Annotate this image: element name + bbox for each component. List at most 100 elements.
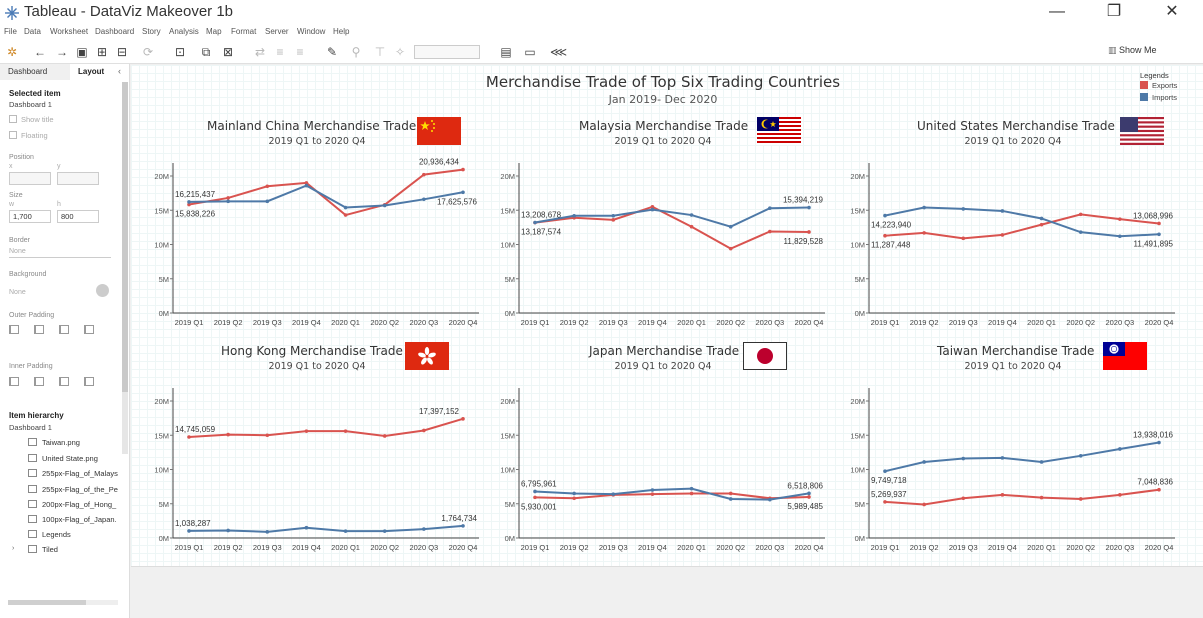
chart-panel-china[interactable]: Mainland China Merchandise Trade 2019 Q1…: [147, 117, 487, 337]
outer-padding-controls[interactable]: [9, 325, 111, 345]
data-point-exports[interactable]: [572, 496, 576, 501]
line-chart-united-states[interactable]: 0M 5M 10M 15M 20M 2019 Q1 2019 Q2 2019 Q3 2019 Q…: [843, 155, 1183, 337]
data-point-imports[interactable]: [650, 488, 655, 492]
data-point-imports[interactable]: [689, 486, 694, 491]
data-point-imports[interactable]: [533, 220, 537, 225]
data-point-imports[interactable]: [689, 213, 694, 217]
tab-layout[interactable]: Layout: [70, 64, 120, 80]
data-point-imports[interactable]: [226, 528, 230, 533]
undo-icon[interactable]: ←: [34, 45, 46, 59]
swap-icon[interactable]: ⇄: [254, 45, 266, 59]
series-line-imports[interactable]: [188, 524, 464, 533]
data-point-exports[interactable]: [226, 196, 230, 200]
data-point-exports[interactable]: [304, 429, 309, 433]
hierarchy-item[interactable]: United State.png: [42, 454, 98, 463]
data-point-exports[interactable]: [461, 167, 465, 172]
line-chart-japan[interactable]: 0M 5M 10M 15M 20M 2019 Q1 2019 Q2 2019 Q3 2019 Q…: [493, 380, 833, 562]
save-icon[interactable]: ▣: [76, 45, 88, 59]
data-point-imports[interactable]: [883, 469, 887, 474]
series-line-imports[interactable]: [884, 206, 1160, 238]
y-position-field[interactable]: [57, 172, 99, 185]
data-point-exports[interactable]: [1078, 497, 1083, 501]
series-line-exports[interactable]: [534, 492, 810, 500]
data-point-exports[interactable]: [728, 246, 733, 251]
data-point-imports[interactable]: [1157, 232, 1161, 237]
data-point-imports[interactable]: [1078, 230, 1083, 234]
data-point-exports[interactable]: [422, 172, 426, 177]
pad-right-icon[interactable]: [59, 325, 69, 334]
hierarchy-item[interactable]: Taiwan.png: [42, 438, 80, 447]
hierarchy-item[interactable]: Tiled: [42, 545, 58, 554]
pad-left-icon[interactable]: [9, 377, 19, 386]
data-point-imports[interactable]: [807, 491, 811, 496]
data-point-exports[interactable]: [1118, 493, 1122, 497]
data-point-imports[interactable]: [187, 200, 191, 204]
data-point-imports[interactable]: [187, 529, 191, 533]
sidebar-scrollbar[interactable]: [122, 82, 128, 454]
pause-updates-icon[interactable]: ⊟: [116, 45, 128, 59]
pad-bottom-icon[interactable]: [84, 377, 94, 386]
data-point-imports[interactable]: [1118, 234, 1122, 239]
data-point-exports[interactable]: [689, 224, 694, 229]
data-point-exports[interactable]: [1000, 233, 1005, 237]
data-point-exports[interactable]: [1039, 222, 1044, 227]
data-point-exports[interactable]: [187, 435, 191, 439]
collapse-chevron-icon[interactable]: ‹: [118, 66, 121, 76]
legend-item-imports[interactable]: Imports: [1140, 92, 1198, 104]
data-point-imports[interactable]: [1000, 209, 1005, 213]
new-worksheet-icon[interactable]: ⊡: [174, 45, 186, 59]
highlight-icon[interactable]: ✎: [326, 45, 338, 59]
hierarchy-item[interactable]: Legends: [42, 530, 71, 539]
data-point-imports[interactable]: [1157, 440, 1161, 445]
data-point-imports[interactable]: [382, 203, 387, 208]
series-line-exports[interactable]: [884, 488, 1160, 506]
menu-server[interactable]: Server: [265, 27, 289, 36]
data-point-exports[interactable]: [226, 432, 230, 437]
legend[interactable]: Legends Exports Imports: [1140, 71, 1198, 111]
labels-icon[interactable]: ⊤: [374, 45, 386, 59]
refresh-icon[interactable]: ⟳: [142, 45, 154, 59]
show-cards-icon[interactable]: ▤: [500, 45, 512, 59]
pin-icon[interactable]: ✧: [394, 45, 406, 59]
data-point-exports[interactable]: [883, 500, 887, 504]
pad-top-icon[interactable]: [34, 325, 44, 334]
menu-analysis[interactable]: Analysis: [169, 27, 199, 36]
data-point-imports[interactable]: [728, 497, 733, 501]
pad-top-icon[interactable]: [34, 377, 44, 386]
series-line-exports[interactable]: [188, 417, 464, 439]
data-point-imports[interactable]: [768, 206, 772, 211]
data-point-exports[interactable]: [343, 429, 348, 433]
data-point-exports[interactable]: [382, 434, 387, 438]
legend-item-exports[interactable]: Exports: [1140, 80, 1198, 92]
line-chart-hong-kong[interactable]: 0M 5M 10M 15M 20M 2019 Q1 2019 Q2 2019 Q3 2019 Q…: [147, 380, 487, 562]
data-point-exports[interactable]: [689, 491, 694, 496]
data-point-exports[interactable]: [961, 236, 966, 241]
tab-dashboard[interactable]: Dashboard: [0, 64, 70, 80]
close-button[interactable]: ✕: [1165, 3, 1179, 20]
data-point-imports[interactable]: [1039, 216, 1044, 221]
presentation-mode-icon[interactable]: ▭: [524, 45, 536, 59]
series-line-exports[interactable]: [534, 205, 810, 250]
data-point-imports[interactable]: [265, 530, 270, 534]
chart-panel-japan[interactable]: Japan Merchandise Trade 2019 Q1 to 2020 …: [493, 342, 833, 562]
menu-story[interactable]: Story: [142, 27, 161, 36]
expand-chevron-icon[interactable]: ›: [12, 545, 15, 552]
data-point-exports[interactable]: [265, 433, 270, 438]
show-me-button[interactable]: ▥ Show Me: [1108, 45, 1157, 56]
menu-file[interactable]: File: [4, 27, 17, 36]
background-value[interactable]: None: [9, 289, 26, 296]
data-point-imports[interactable]: [1000, 456, 1005, 460]
data-point-imports[interactable]: [304, 183, 309, 188]
scrollbar-thumb[interactable]: [8, 600, 86, 605]
floating-checkbox[interactable]: [9, 131, 17, 139]
data-point-exports[interactable]: [187, 202, 191, 207]
data-point-exports[interactable]: [922, 502, 926, 507]
data-point-imports[interactable]: [343, 205, 348, 210]
data-point-exports[interactable]: [1157, 487, 1161, 492]
pad-left-icon[interactable]: [9, 325, 19, 334]
width-field[interactable]: 1,700: [9, 210, 51, 223]
data-point-imports[interactable]: [961, 456, 966, 461]
data-point-exports[interactable]: [611, 218, 616, 222]
menu-window[interactable]: Window: [297, 27, 326, 36]
new-data-source-icon[interactable]: ⊞: [96, 45, 108, 59]
